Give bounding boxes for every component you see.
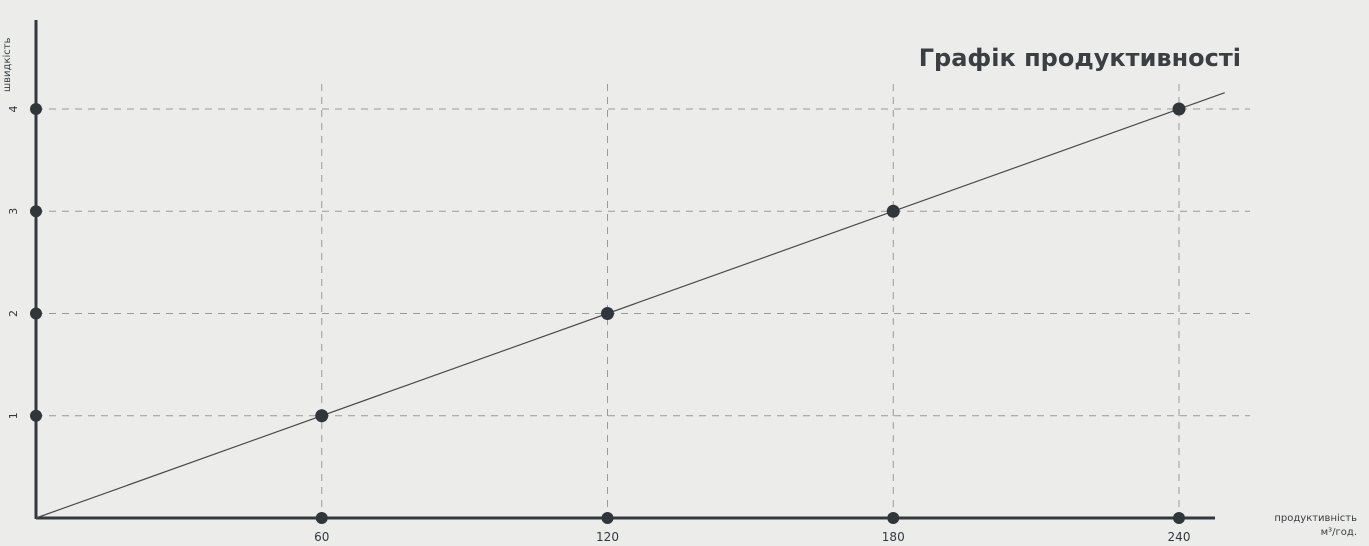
x-axis-marker-120 xyxy=(601,512,614,524)
y-axis-marker-1 xyxy=(30,409,42,422)
x-axis-marker-60 xyxy=(315,512,328,524)
data-point-60 xyxy=(315,409,329,423)
x-axis-unit: м³/год. xyxy=(1320,527,1357,538)
data-point-120 xyxy=(601,307,614,320)
series-line xyxy=(35,92,1225,519)
y-axis-marker-2 xyxy=(30,307,42,320)
y-tick-label-4: 4 xyxy=(7,106,20,113)
y-tick-label-2: 2 xyxy=(7,310,20,317)
y-tick-label-1: 1 xyxy=(7,412,20,419)
x-axis-label: продуктивність м³/год. xyxy=(1274,512,1357,540)
x-tick-label-240: 240 xyxy=(1168,530,1191,544)
x-axis-title: продуктивність xyxy=(1274,513,1357,524)
y-axis-marker-4 xyxy=(30,103,42,115)
data-point-180 xyxy=(886,204,900,218)
chart-title: Графік продуктивності xyxy=(918,44,1241,72)
x-axis-marker-180 xyxy=(887,512,900,524)
data-point-240 xyxy=(1172,102,1186,116)
x-tick-label-120: 120 xyxy=(596,530,619,544)
x-tick-label-60: 60 xyxy=(314,530,329,544)
y-tick-label-3: 3 xyxy=(7,208,20,215)
x-tick-label-180: 180 xyxy=(882,530,905,544)
y-axis-marker-3 xyxy=(30,205,42,218)
x-axis-marker-240 xyxy=(1173,512,1185,524)
y-axis-label: швидкість xyxy=(2,37,13,93)
